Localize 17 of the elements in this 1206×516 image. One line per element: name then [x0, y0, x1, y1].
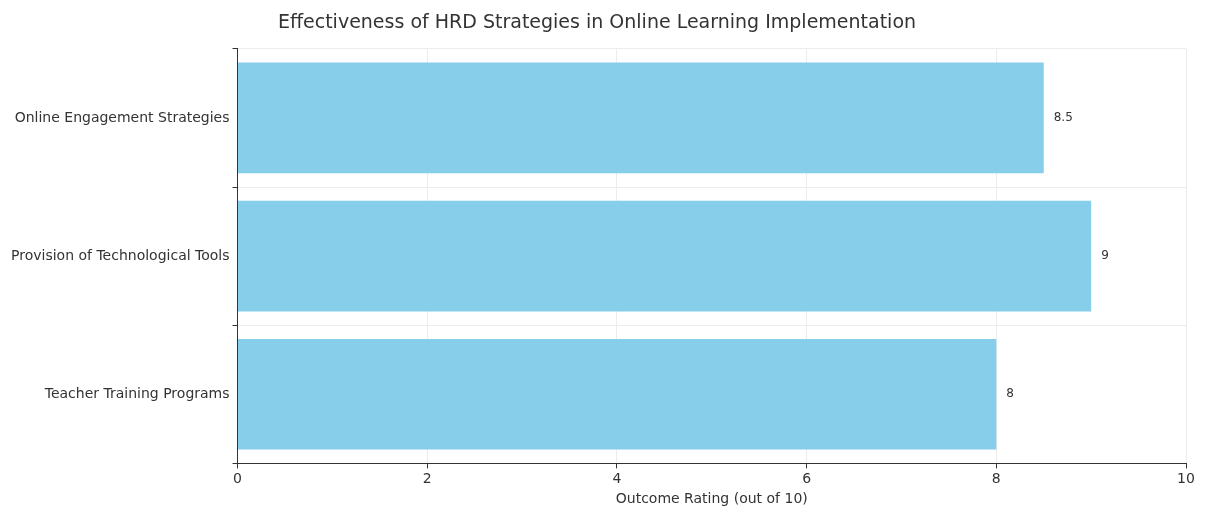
x-tick-label: 8 [991, 470, 1001, 487]
y-tick-label: Online Engagement Strategies [14, 108, 230, 125]
data-label: 9 [1101, 248, 1109, 263]
x-tick-label: 10 [1177, 470, 1195, 487]
x-axis-title: Outcome Rating (out of 10) [615, 490, 808, 507]
chart-title: Effectiveness of HRD Strategies in Online Learning Implementation [277, 10, 917, 33]
bar [238, 339, 997, 450]
bar [238, 200, 1092, 312]
x-tick-label: 6 [802, 470, 812, 487]
x-tick-label: 0 [233, 470, 242, 487]
data-label: 8 [1006, 386, 1014, 401]
data-label: 8.5 [1053, 110, 1073, 125]
x-tick-label: 2 [422, 470, 432, 487]
bar [238, 62, 1044, 174]
x-tick-label: 4 [612, 470, 622, 487]
y-tick-label: Teacher Training Programs [43, 384, 230, 401]
y-tick-label: Provision of Technological Tools [11, 246, 230, 263]
